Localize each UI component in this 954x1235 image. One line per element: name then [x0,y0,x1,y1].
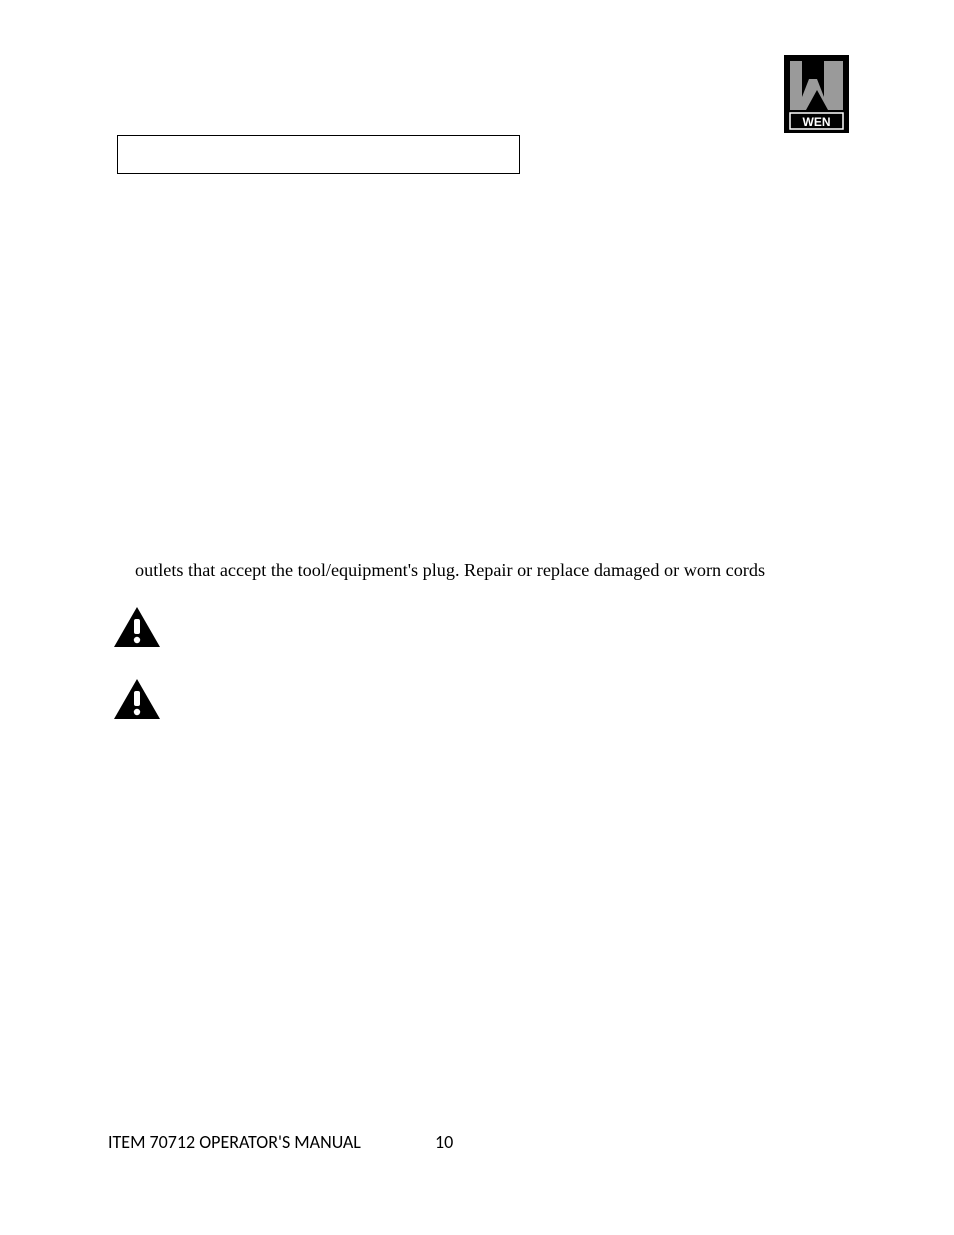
document-page: WEN outlets that accept the tool/equipme… [0,0,954,1235]
logo-text: WEN [803,115,831,129]
footer-page-number: 10 [435,1131,453,1153]
body-paragraph: outlets that accept the tool/equipment's… [135,558,861,583]
warning-icon [112,605,162,650]
section-title-box [117,135,520,174]
warning-icon [112,677,162,722]
wen-logo: WEN [784,55,849,133]
footer-manual-label: ITEM 70712 OPERATOR'S MANUAL [108,1131,361,1153]
